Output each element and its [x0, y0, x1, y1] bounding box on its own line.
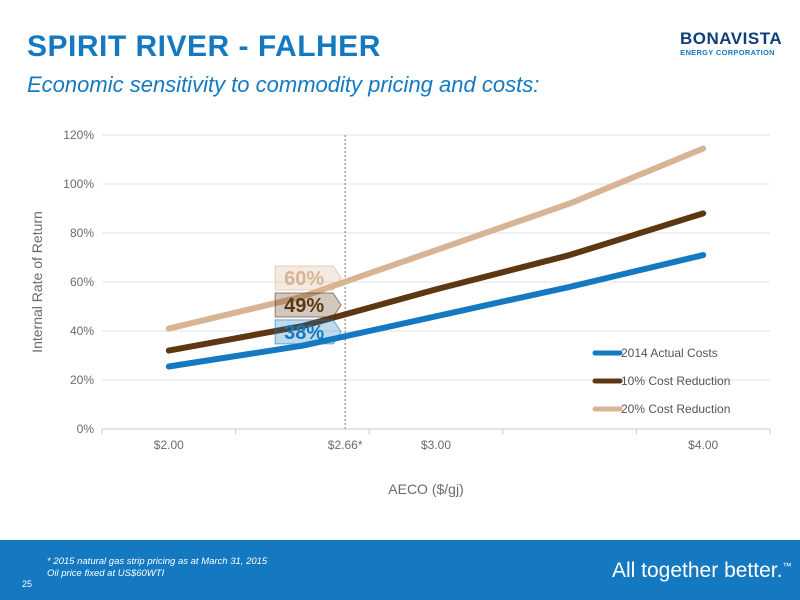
callout-box	[274, 319, 342, 345]
callout-box	[274, 265, 342, 291]
footnote-line-1: * 2015 natural gas strip pricing as at M…	[47, 556, 268, 567]
x-tick-label: $2.00	[154, 438, 184, 452]
legend-label: 10% Cost Reduction	[621, 374, 730, 388]
trademark-mark: ™	[782, 561, 792, 571]
y-tick-label: 20%	[70, 373, 94, 387]
x-tick-label: $2.66*	[328, 438, 363, 452]
footnote: * 2015 natural gas strip pricing as at M…	[47, 556, 267, 580]
callout-box	[274, 292, 342, 318]
irr-sensitivity-chart: 0% 20% 40% 60% 80% 100% 120% $2.00 $2.66* $3.00 $4…	[29, 128, 771, 497]
callout-label: 38%	[284, 322, 324, 344]
y-tick-label: 80%	[70, 226, 94, 240]
series-line	[165, 252, 707, 370]
callout-label: 60%	[284, 268, 324, 290]
x-axis-title: AECO ($/gj)	[388, 481, 463, 497]
tagline-text: All together better.	[612, 559, 783, 582]
y-axis-title: Internal Rate of Return	[29, 211, 45, 353]
y-tick-label: 0%	[77, 422, 95, 436]
y-tick-label: 40%	[70, 324, 94, 338]
y-tick-label: 60%	[70, 275, 94, 289]
series-line	[165, 145, 707, 332]
y-tick-label: 100%	[63, 177, 94, 191]
company-logo: BONAVISTA ENERGY CORPORATION	[680, 29, 783, 58]
series-line	[165, 210, 707, 354]
legend-label: 20% Cost Reduction	[621, 402, 730, 416]
tagline: All together better.™	[612, 559, 791, 583]
logo-wordmark: BONAVISTA	[680, 29, 783, 48]
logo-subtext: ENERGY CORPORATION	[680, 48, 775, 57]
x-tick-label: $4.00	[688, 438, 718, 452]
y-tick-label: 120%	[63, 128, 94, 142]
x-tick-label: $3.00	[421, 438, 451, 452]
page-number: 25	[22, 579, 33, 589]
footer-bar	[0, 540, 800, 600]
page-subtitle: Economic sensitivity to commodity pricin…	[27, 72, 540, 97]
page-title: SPIRIT RIVER - FALHER	[27, 30, 381, 63]
callout-label: 49%	[284, 295, 324, 317]
legend-label: 2014 Actual Costs	[621, 346, 718, 360]
footnote-line-2: Oil price fixed at US$60WTI	[47, 568, 165, 579]
